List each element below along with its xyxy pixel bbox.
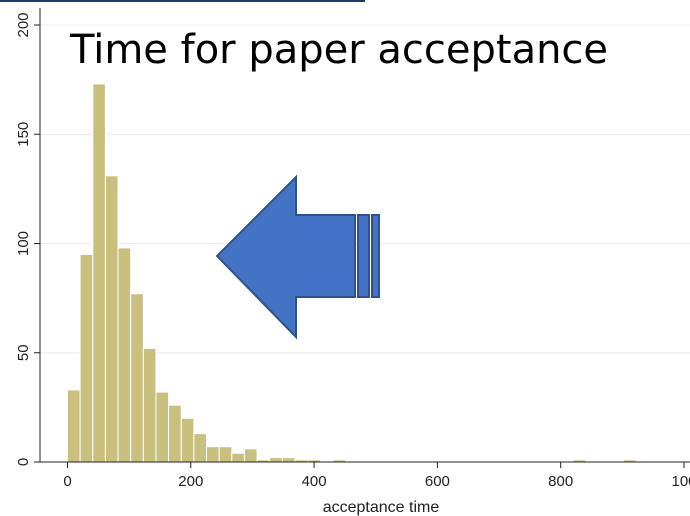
x-tick-label: 800 xyxy=(548,473,573,490)
histogram-bar xyxy=(231,452,245,463)
histogram-bar xyxy=(180,417,195,463)
histogram-bar xyxy=(67,389,81,463)
histogram-bar xyxy=(130,293,144,463)
chart-title: Time for paper acceptance xyxy=(69,27,608,73)
axis-ticks: 0200400600800100050100150200 xyxy=(15,12,690,490)
arrow-stripe xyxy=(371,214,380,298)
x-tick-label: 0 xyxy=(63,473,71,490)
x-tick-label: 100 xyxy=(671,473,690,490)
y-tick-label: 100 xyxy=(15,231,32,256)
arrow-stripe xyxy=(357,214,370,298)
histogram-bar xyxy=(155,391,170,463)
histogram-bar xyxy=(206,446,220,463)
histogram-bar xyxy=(117,247,132,463)
histogram-bar xyxy=(79,253,94,463)
x-tick-label: 400 xyxy=(302,473,327,490)
x-tick-label: 600 xyxy=(425,473,450,490)
histogram-bar xyxy=(142,347,157,463)
x-axis-title: acceptance time xyxy=(323,499,440,516)
histogram-bar xyxy=(168,404,182,463)
histogram-bar xyxy=(193,433,208,463)
y-tick-label: 150 xyxy=(15,122,32,147)
histogram-bar xyxy=(218,446,233,463)
y-tick-label: 0 xyxy=(15,458,32,466)
histogram-bar xyxy=(281,457,296,463)
histogram-bar xyxy=(269,457,283,463)
x-tick-label: 200 xyxy=(178,473,203,490)
y-tick-label: 50 xyxy=(15,344,32,361)
histogram-bar xyxy=(92,83,106,463)
left-arrow-shape xyxy=(215,174,356,340)
histogram-bar xyxy=(104,175,119,463)
histogram-bar xyxy=(243,448,258,463)
y-tick-label: 200 xyxy=(15,12,32,37)
